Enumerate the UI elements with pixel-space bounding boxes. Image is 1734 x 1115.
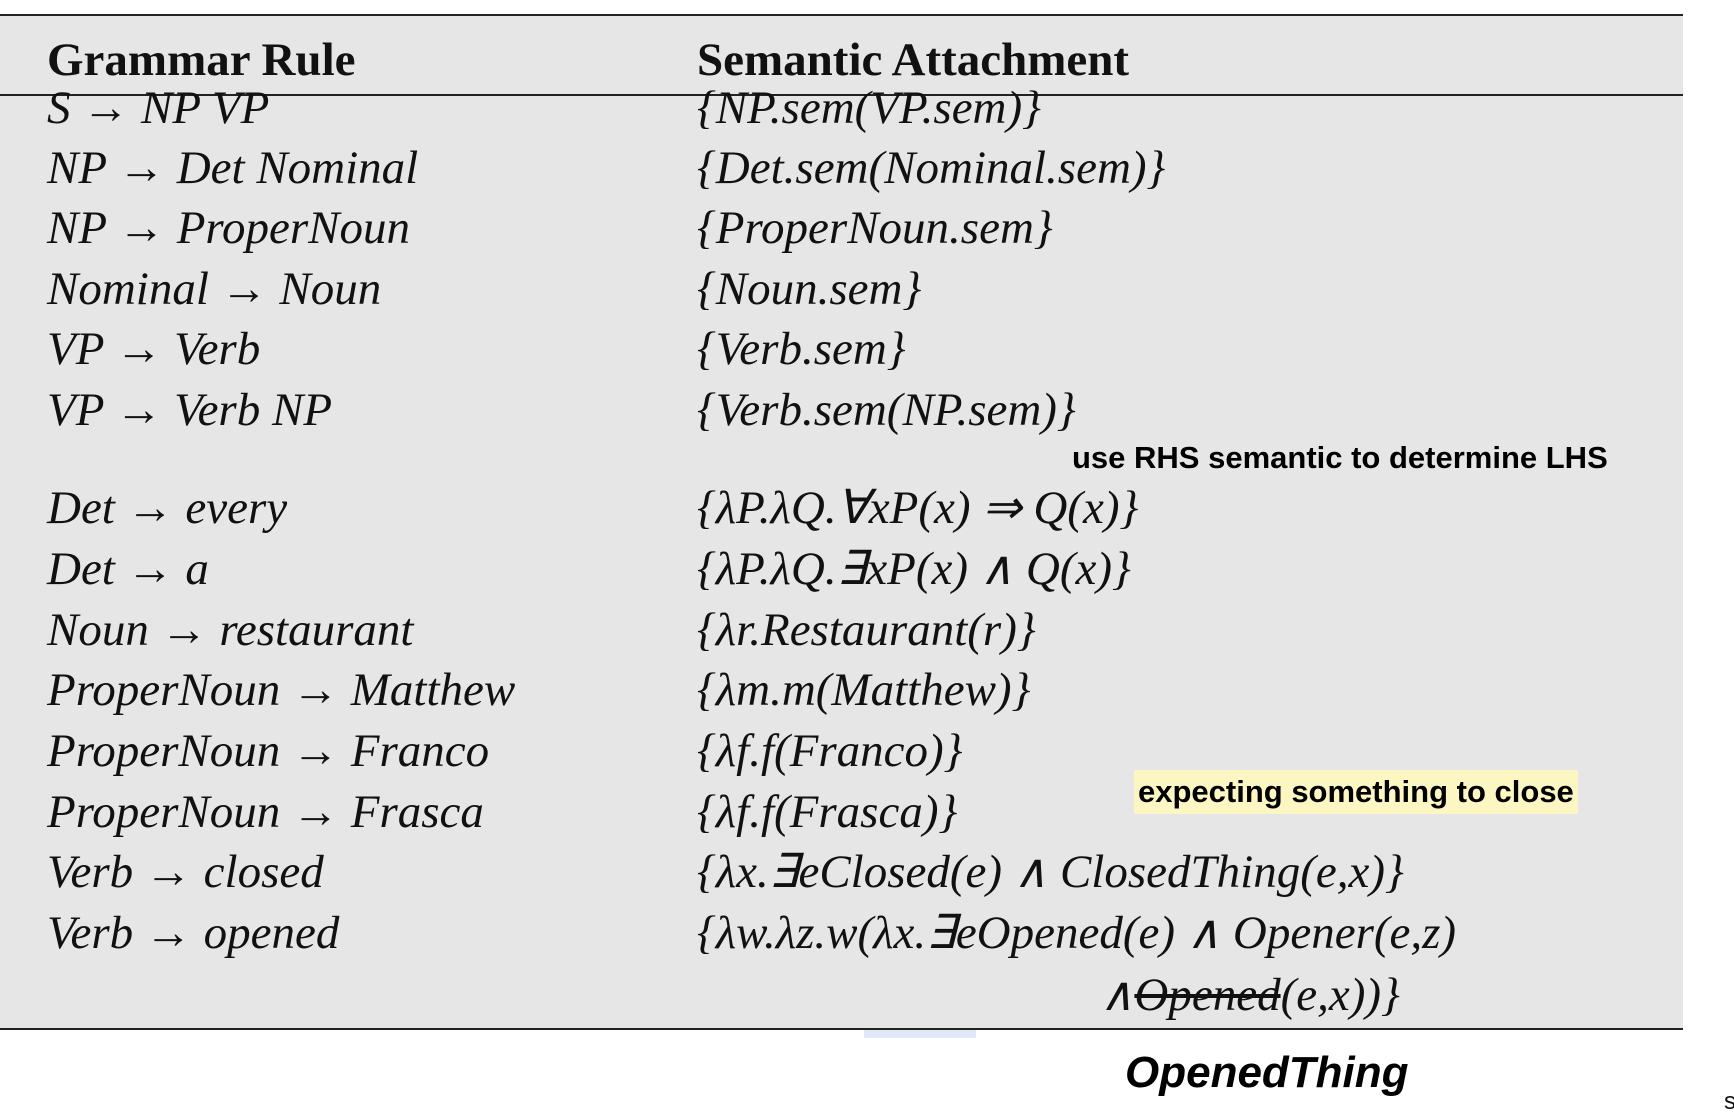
continuation-suffix: (e,x))} [1280, 969, 1400, 1021]
header-semantic-attachment: Semantic Attachment [697, 34, 1130, 86]
rule-cell: VP → Verb [47, 323, 261, 375]
rule-cell: Verb → opened [47, 907, 340, 959]
semantic-cell: {ProperNoun.sem} [697, 202, 1053, 254]
rhs-annotation: use RHS semantic to determine LHS [1072, 440, 1608, 475]
semantic-continuation: ∧Opened(e,x))} [1100, 967, 1400, 1023]
semantic-cell: {Det.sem(Nominal.sem)} [697, 142, 1166, 194]
rule-cell: Det → every [47, 482, 288, 534]
rule-cell: NP → Det Nominal [47, 142, 419, 194]
struck-opened: Opened [1134, 969, 1281, 1021]
rule-cell: VP → Verb NP [47, 384, 333, 436]
opened-thing-annotation: OpenedThing [1125, 1048, 1409, 1097]
rule-cell: ProperNoun → Franco [47, 725, 490, 777]
semantic-cell: {λP.λQ.∀xP(x) ⇒ Q(x)} [697, 482, 1139, 534]
semantic-cell: {λw.λz.w(λx.∃eOpened(e) ∧ Opener(e,z) [697, 907, 1457, 959]
rule-cell: ProperNoun → Frasca [47, 786, 484, 838]
semantic-cell: {NP.sem(VP.sem)} [697, 82, 1041, 134]
rule-cell: NP → ProperNoun [47, 202, 410, 254]
rule-cell: Det → a [47, 543, 209, 595]
semantic-cell: {Verb.sem(NP.sem)} [697, 384, 1076, 436]
semantic-cell: {λm.m(Matthew)} [697, 664, 1031, 716]
rule-cell: Verb → closed [47, 846, 324, 898]
semantic-cell: {Verb.sem} [697, 323, 906, 375]
grammar-table: Grammar Rule Semantic Attachment S → NP … [0, 14, 1683, 1030]
semantic-cell: {λr.Restaurant(r)} [697, 604, 1036, 656]
expect-annotation: expecting something to close [1134, 770, 1578, 814]
selection-mark [864, 1030, 976, 1038]
rule-cell: Noun → restaurant [47, 604, 414, 656]
header-grammar-rule: Grammar Rule [47, 34, 356, 86]
semantic-cell: {λf.f(Frasca)} [697, 786, 958, 838]
semantic-cell: {λx.∃eClosed(e) ∧ ClosedThing(e,x)} [697, 846, 1404, 898]
rule-cell: S → NP VP [47, 82, 270, 134]
rule-cell: ProperNoun → Matthew [47, 664, 516, 716]
semantic-cell: {λP.λQ.∃xP(x) ∧ Q(x)} [697, 543, 1131, 595]
continuation-prefix: ∧ [1100, 969, 1135, 1021]
corner-glyph: s [1724, 1088, 1734, 1115]
semantic-cell: {Noun.sem} [697, 263, 922, 315]
header-divider [0, 94, 1683, 96]
semantic-cell: {λf.f(Franco)} [697, 725, 963, 777]
rule-cell: Nominal → Noun [47, 263, 382, 315]
